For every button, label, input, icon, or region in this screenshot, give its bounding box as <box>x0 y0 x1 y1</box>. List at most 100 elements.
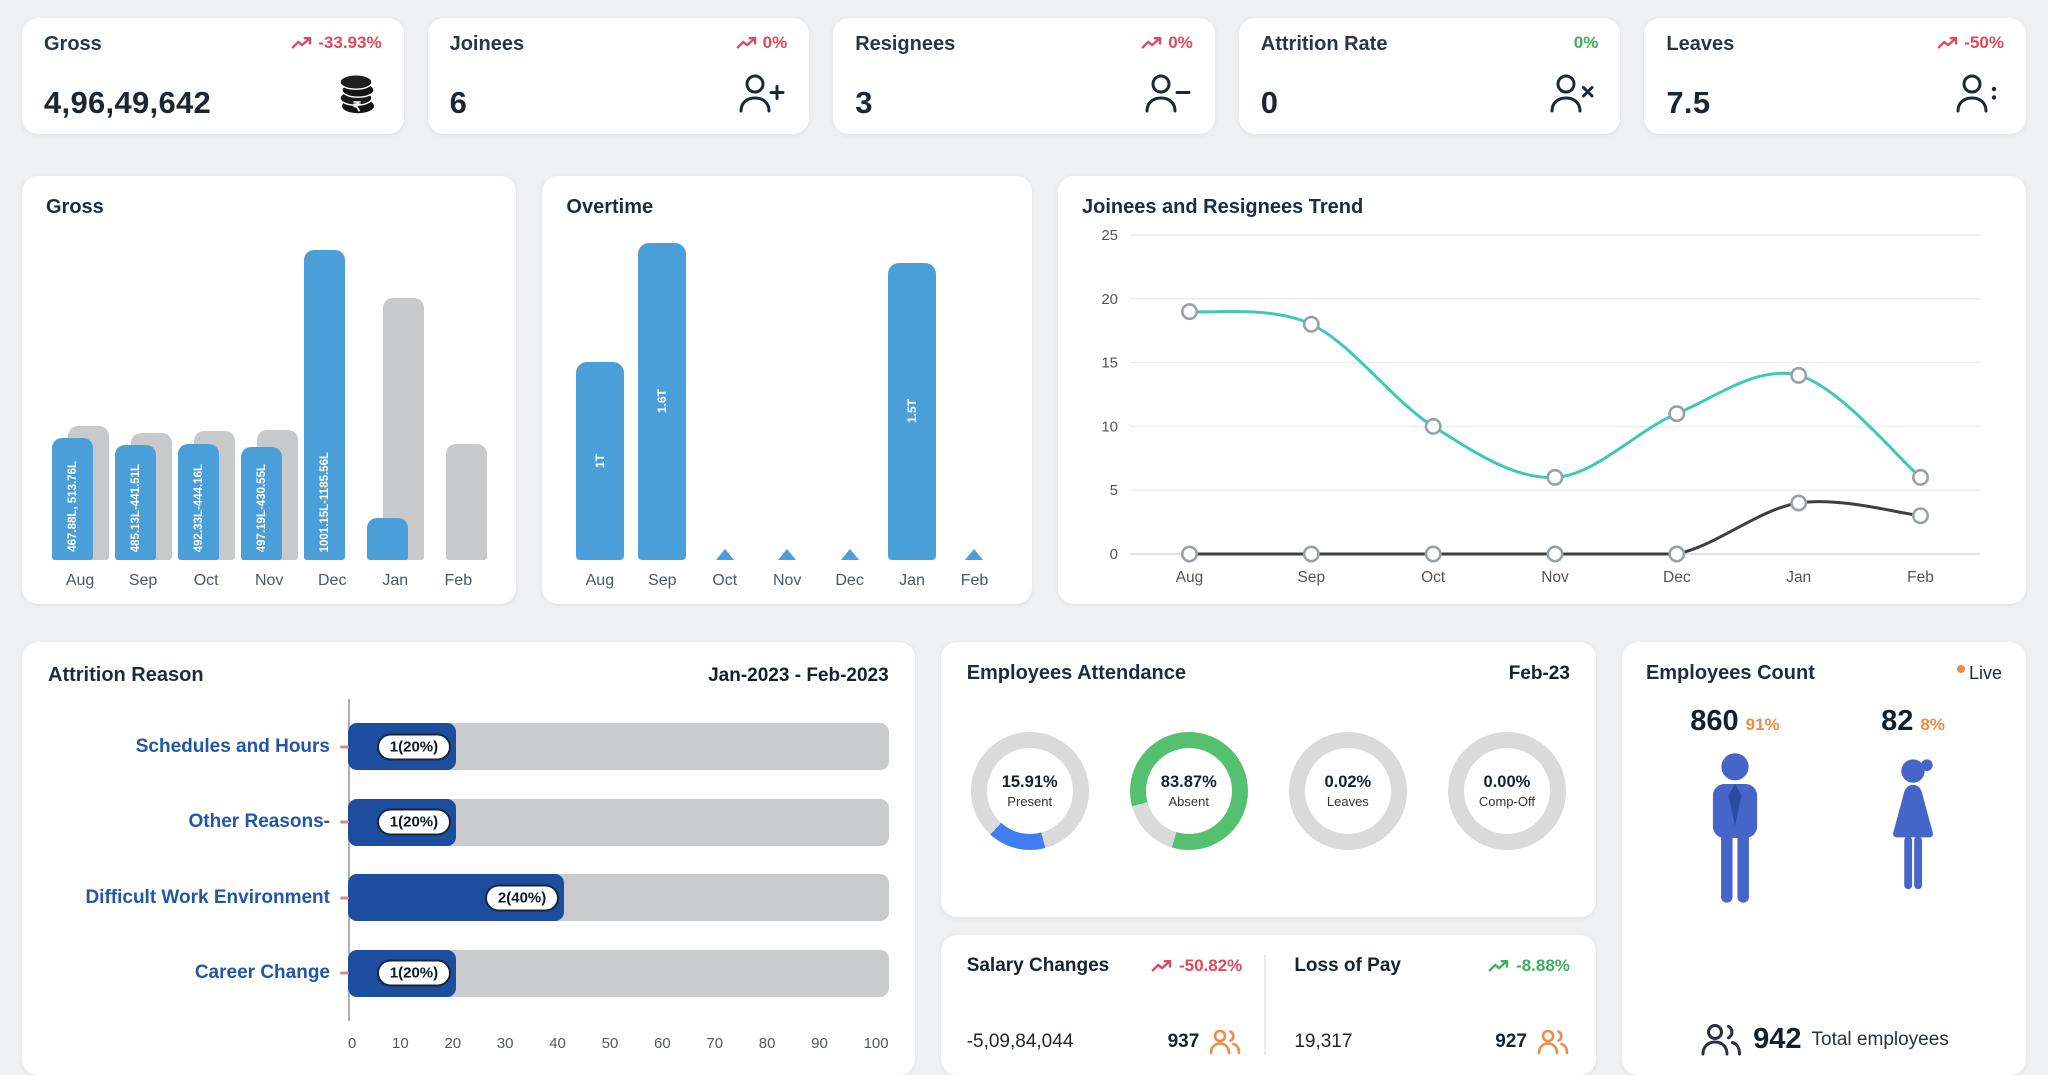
overtime-bar-chart-card[interactable]: Overtime 1T 1.6T 1.5T Aug Sep Oct Nov Dec Jan Fe… <box>542 176 1032 604</box>
x-tick-label: 40 <box>549 1035 566 1052</box>
overtime-x-axis: Aug Sep Oct Nov Dec Jan Feb <box>566 560 1008 590</box>
tiny-bar-nub <box>840 549 859 560</box>
attendance-donut: 0.02% Leaves <box>1288 732 1407 850</box>
donut-label: Absent <box>1168 794 1209 809</box>
loss-of-pay-count: 927 <box>1495 1028 1570 1055</box>
axis-tick <box>340 896 349 900</box>
attrition-row: Difficult Work Environment 2(40%) <box>48 874 889 922</box>
donut-label: Leaves <box>1326 794 1369 809</box>
bar-group: 492.33L-444.16L <box>177 233 236 560</box>
total-label: Total employees <box>1811 1028 1949 1050</box>
bar-group: 1001.15L-1185.56L <box>303 233 361 560</box>
salary-loss-card[interactable]: Salary Changes -50.82% -5,09,84,044 937 <box>940 935 1596 1075</box>
svg-text:Feb: Feb <box>1907 569 1934 586</box>
bar-value-label: 1.5T <box>905 399 920 424</box>
blue-bar: 497.19L-430.55L <box>241 447 283 560</box>
bar-group: 1T <box>571 233 629 560</box>
donut-center: 15.91% Present <box>986 748 1073 834</box>
trend-zigzag-icon <box>1141 36 1162 49</box>
user-minus-icon <box>1141 70 1193 121</box>
trend-line-chart-card[interactable]: Joinees and Resignees Trend 0 5 10 15 20 25 Au… <box>1058 176 2026 604</box>
kpi-trend-badge: 0% <box>736 33 787 53</box>
donut-percent: 0.02% <box>1324 773 1372 791</box>
x-tick-label: Aug <box>65 572 95 589</box>
panel-title: Loss of Pay <box>1294 955 1401 976</box>
employees-count-card[interactable]: Employees Count Live 860 91% <box>1621 642 2026 1075</box>
chart-title: Attrition Reason <box>48 664 204 686</box>
x-tick-label: Aug <box>585 572 615 589</box>
tiny-bar-nub <box>778 549 797 560</box>
donut-percent: 0.00% <box>1483 773 1531 791</box>
gross-bar-chart-card[interactable]: Gross 467.88L, 513.76L 485.13L-441.51L 492… <box>22 176 517 604</box>
male-pct: 91% <box>1745 715 1780 734</box>
kpi-value: 7.5 <box>1666 85 1711 120</box>
attrition-x-axis: 0 10 20 30 40 50 60 70 80 90 100 <box>348 1035 889 1059</box>
panel-title: Salary Changes <box>966 955 1110 976</box>
navy-bar: 1(20%) <box>348 723 457 771</box>
kpi-title: Resignees <box>855 33 956 55</box>
loss-of-pay-value: 19,317 <box>1294 1030 1353 1052</box>
x-tick-label: Jan <box>382 572 409 589</box>
bar-group <box>429 233 488 560</box>
gray-bar <box>383 298 425 560</box>
svg-text:5: 5 <box>1110 482 1118 499</box>
x-tick-label: 60 <box>654 1035 671 1052</box>
x-tick-label: Dec <box>835 572 864 589</box>
loss-of-pay-trend-badge: -8.88% <box>1488 956 1570 976</box>
attrition-reason-card[interactable]: Attrition Reason Jan-2023 - Feb-2023 Sch… <box>22 642 915 1075</box>
employees-attendance-card[interactable]: Employees Attendance Feb-23 15.91% Presen… <box>940 642 1596 917</box>
x-tick-label: 70 <box>706 1035 724 1052</box>
svg-text:0: 0 <box>1110 546 1118 563</box>
kpi-card-attrition-rate[interactable]: Attrition Rate 0% 0 <box>1238 18 1621 134</box>
kpi-card-leaves[interactable]: Leaves -50% 7.5 <box>1644 18 2026 134</box>
bar-track: 1(20%) <box>348 949 889 997</box>
attrition-bars-plot: Schedules and Hours 1(20%) Other Reasons- 1… <box>48 695 889 1025</box>
blue-bar: 485.13L-441.51L <box>115 444 157 560</box>
kpi-trend-badge: -50% <box>1937 33 2004 53</box>
x-tick-label: Feb <box>444 572 473 589</box>
rupee-coins-icon: ₹ <box>332 70 382 121</box>
blue-bar: 1T <box>575 361 624 560</box>
date-range-label: Jan-2023 - Feb-2023 <box>708 664 889 686</box>
category-label: Other Reasons- <box>188 811 330 833</box>
bar-group <box>821 233 879 560</box>
trend-zigzag-icon <box>291 36 312 49</box>
x-tick-label: Nov <box>772 572 802 589</box>
svg-text:Aug: Aug <box>1176 569 1204 586</box>
x-tick-label: 50 <box>601 1035 619 1052</box>
bar-group <box>696 233 754 560</box>
kpi-card-joinees[interactable]: Joinees 0% 6 <box>427 18 810 134</box>
x-tick-label: 10 <box>392 1035 409 1052</box>
trend-zigzag-icon <box>736 36 756 49</box>
kpi-card-gross[interactable]: Gross -33.93% 4,96,49,642 ₹ <box>22 18 404 134</box>
trend-zigzag-icon <box>1937 36 1958 49</box>
salary-changes-panel: Salary Changes -50.82% -5,09,84,044 937 <box>967 955 1265 1055</box>
bar-value-label: 467.88L, 513.76L <box>66 461 79 552</box>
user-dots-icon <box>1952 70 2004 121</box>
x-tick-label: Sep <box>648 572 677 589</box>
kpi-title: Joinees <box>449 33 525 55</box>
trend-zigzag-icon <box>1151 959 1172 972</box>
svg-text:₹: ₹ <box>352 99 361 114</box>
bar-track: 2(40%) <box>348 874 889 922</box>
kpi-title: Attrition Rate <box>1260 33 1388 55</box>
x-tick-label: 80 <box>758 1035 776 1052</box>
chart-title: Gross <box>46 196 104 218</box>
bar-value-label: 497.19L-430.55L <box>255 463 268 552</box>
people-orange-icon <box>1210 1029 1241 1055</box>
gray-bar <box>446 443 488 560</box>
gross-x-axis: Aug Sep Oct Nov Dec Jan Feb <box>46 560 492 590</box>
kpi-value: 0 <box>1260 85 1279 120</box>
donut-percent: 83.87% <box>1160 773 1217 791</box>
attendance-donuts: 15.91% Present 83.87% Absent 0.02% Leaves 0.00… <box>967 685 1570 897</box>
chart-title: Employees Count <box>1645 662 1815 684</box>
kpi-row: Gross -33.93% 4,96,49,642 ₹ <box>22 18 2026 134</box>
bar-group <box>366 233 425 560</box>
x-tick-label: 20 <box>444 1035 462 1052</box>
male-count-column: 860 91% <box>1646 705 1824 1014</box>
total-count: 942 <box>1753 1023 1802 1055</box>
x-tick-label: Feb <box>960 572 989 589</box>
x-tick-label: Nov <box>254 572 284 589</box>
kpi-card-resignees[interactable]: Resignees 0% 3 <box>833 18 1215 134</box>
female-pct: 8% <box>1920 715 1945 734</box>
